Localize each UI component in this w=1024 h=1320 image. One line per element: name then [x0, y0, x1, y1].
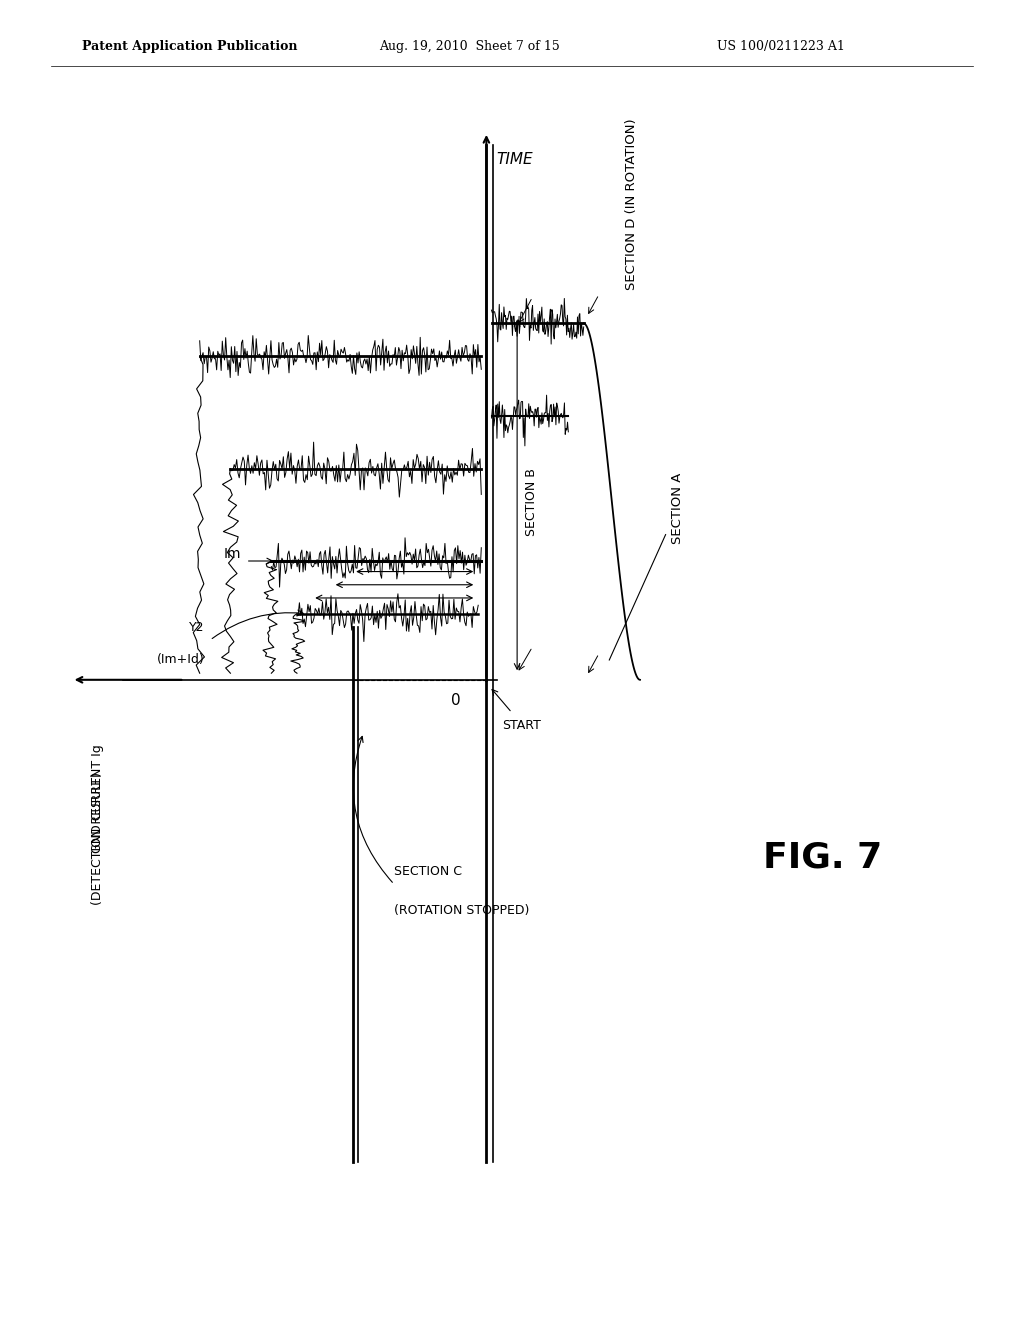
- Text: US 100/0211223 A1: US 100/0211223 A1: [717, 40, 845, 53]
- Text: SECTION B: SECTION B: [525, 467, 539, 536]
- Text: TIME: TIME: [497, 152, 534, 166]
- Text: SECTION D (IN ROTATION): SECTION D (IN ROTATION): [625, 119, 638, 290]
- Text: (ROTATION STOPPED): (ROTATION STOPPED): [394, 904, 529, 917]
- Text: (Im+Id): (Im+Id): [157, 653, 205, 667]
- Text: 0: 0: [452, 693, 461, 708]
- Text: Aug. 19, 2010  Sheet 7 of 15: Aug. 19, 2010 Sheet 7 of 15: [379, 40, 560, 53]
- Text: SECTION A: SECTION A: [671, 473, 684, 544]
- Text: START: START: [502, 719, 541, 733]
- Text: FIG. 7: FIG. 7: [763, 841, 882, 875]
- Text: Patent Application Publication: Patent Application Publication: [82, 40, 297, 53]
- Text: GND CURRENT Ig: GND CURRENT Ig: [91, 744, 103, 853]
- Text: SECTION C: SECTION C: [394, 865, 462, 878]
- Text: Im: Im: [223, 548, 241, 561]
- Text: Y2: Y2: [189, 620, 205, 634]
- Text: (DETECTION RESULT): (DETECTION RESULT): [91, 772, 103, 904]
